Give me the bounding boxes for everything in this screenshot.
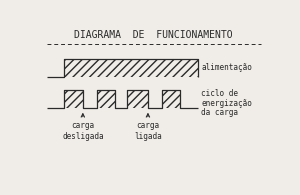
Text: alimentação: alimentação bbox=[201, 63, 252, 72]
Text: DIAGRAMA  DE  FUNCIONAMENTO: DIAGRAMA DE FUNCIONAMENTO bbox=[74, 30, 233, 40]
Text: carga
ligada: carga ligada bbox=[134, 121, 162, 141]
Text: ciclo de: ciclo de bbox=[201, 90, 238, 98]
Text: da carga: da carga bbox=[201, 108, 238, 117]
Text: energização: energização bbox=[201, 99, 252, 108]
Text: carga
desligada: carga desligada bbox=[62, 121, 104, 141]
